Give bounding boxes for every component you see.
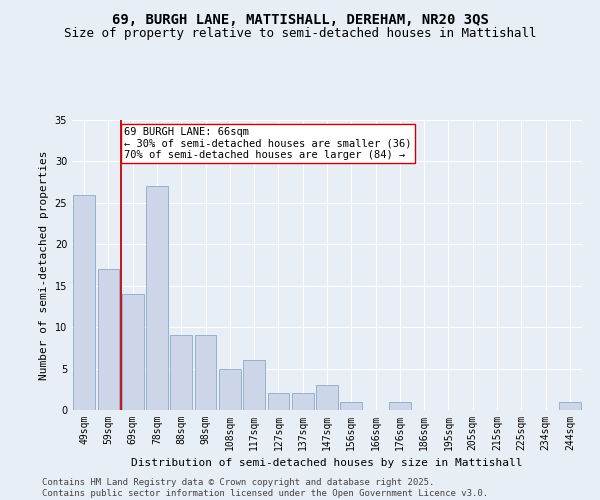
Bar bbox=[194, 336, 217, 410]
Y-axis label: Number of semi-detached properties: Number of semi-detached properties bbox=[39, 150, 49, 380]
Bar bbox=[268, 394, 289, 410]
Text: 69 BURGH LANE: 66sqm
← 30% of semi-detached houses are smaller (36)
70% of semi-: 69 BURGH LANE: 66sqm ← 30% of semi-detac… bbox=[124, 126, 412, 160]
X-axis label: Distribution of semi-detached houses by size in Mattishall: Distribution of semi-detached houses by … bbox=[131, 458, 523, 468]
Bar bbox=[316, 385, 338, 410]
Text: Contains HM Land Registry data © Crown copyright and database right 2025.
Contai: Contains HM Land Registry data © Crown c… bbox=[42, 478, 488, 498]
Bar bbox=[146, 186, 168, 410]
Bar bbox=[122, 294, 143, 410]
Bar bbox=[559, 402, 581, 410]
Text: 69, BURGH LANE, MATTISHALL, DEREHAM, NR20 3QS: 69, BURGH LANE, MATTISHALL, DEREHAM, NR2… bbox=[112, 12, 488, 26]
Bar bbox=[389, 402, 411, 410]
Bar bbox=[97, 269, 119, 410]
Bar bbox=[170, 336, 192, 410]
Bar bbox=[73, 194, 95, 410]
Text: Size of property relative to semi-detached houses in Mattishall: Size of property relative to semi-detach… bbox=[64, 28, 536, 40]
Bar bbox=[219, 368, 241, 410]
Bar bbox=[340, 402, 362, 410]
Bar bbox=[292, 394, 314, 410]
Bar bbox=[243, 360, 265, 410]
